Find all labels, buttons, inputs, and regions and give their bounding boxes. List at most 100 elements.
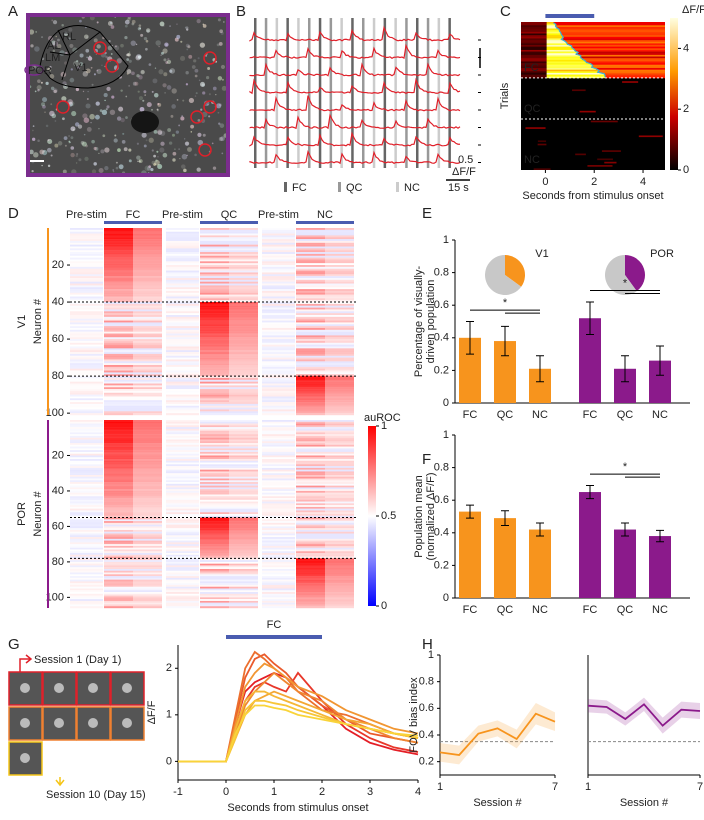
fov-texture [94, 114, 100, 120]
heatmap-cell [70, 451, 103, 454]
heatmap-cell [200, 568, 229, 571]
heatmap-cell [70, 361, 103, 364]
heatmap-row [582, 58, 665, 61]
heatmap-cell [70, 428, 103, 431]
fov-texture [143, 37, 148, 41]
heatmap-cell [166, 459, 199, 461]
heatmap-cell [262, 542, 295, 545]
heatmap-cell [133, 494, 162, 497]
heatmap-cell [262, 265, 295, 268]
heatmap-cell [133, 451, 162, 454]
heatmap-cell [262, 444, 295, 447]
fov-texture [220, 31, 224, 35]
heatmap-cell [104, 344, 133, 347]
heatmap-cell [70, 331, 103, 334]
heatmap-cell [296, 329, 354, 332]
heatmap-cell [262, 283, 295, 286]
fov-texture [93, 38, 98, 43]
heatmap-cell [229, 333, 258, 336]
heatmap-cell [296, 425, 325, 428]
heatmap-cell [104, 305, 162, 308]
heatmap-cell [166, 577, 199, 580]
heatmap-cell [70, 374, 103, 377]
fov-texture [218, 122, 221, 125]
heatmap-cell [325, 506, 354, 509]
area-outline [39, 25, 129, 89]
fov-texture [138, 96, 143, 101]
stimulus-bar [254, 18, 257, 168]
heatmap-cell [200, 446, 258, 449]
heatmap-cell [200, 526, 229, 529]
heatmap-cell [296, 389, 325, 392]
heatmap-cell [229, 490, 258, 493]
heatmap-cell [296, 577, 325, 580]
heatmap-cell [70, 600, 103, 603]
heatmap-cell [200, 294, 258, 297]
heatmap-cell [133, 503, 162, 506]
heatmap-cell [70, 443, 103, 446]
heatmap-cell [296, 352, 325, 355]
fov-texture [110, 25, 115, 29]
heatmap-cell [200, 524, 229, 527]
heatmap-cell [70, 517, 103, 520]
heatmap-cell [166, 476, 199, 479]
heatmap-cell [325, 270, 354, 273]
error-band [588, 697, 700, 734]
heatmap-cell [104, 348, 162, 351]
heatmap-cell [70, 298, 103, 301]
heatmap-cell [70, 473, 103, 476]
heatmap-cell [104, 540, 133, 543]
fov-texture [47, 138, 53, 145]
heatmap-cell [325, 443, 354, 446]
heatmap-cell [296, 474, 325, 477]
fov-texture [217, 111, 220, 114]
heatmap-cell [166, 265, 199, 268]
heatmap-cell [133, 434, 162, 437]
x-tick-label: QC [617, 409, 634, 421]
heatmap-cell [166, 421, 199, 424]
heatmap-cell [133, 240, 162, 244]
thumbnail-cell [54, 683, 64, 693]
fov-texture [151, 160, 156, 165]
heatmap-cell [70, 389, 103, 392]
heatmap-cell [296, 281, 325, 284]
heatmap-cell [104, 285, 133, 288]
heatmap-cell [104, 370, 133, 373]
heatmap-cell [70, 592, 103, 595]
heatmap-cell [262, 237, 295, 240]
heatmap-cell [104, 464, 133, 467]
heatmap-cell [200, 503, 258, 506]
significance-bracket [590, 473, 660, 478]
heatmap-row [546, 63, 591, 66]
heatmap-cell [133, 446, 162, 449]
heatmap-cell [229, 542, 258, 545]
fov-texture [91, 139, 95, 144]
heatmap-cell [166, 584, 199, 587]
fov-texture [57, 38, 60, 42]
heatmap-cell [229, 266, 258, 269]
heatmap-cell [262, 344, 295, 347]
heatmap-cell [133, 474, 162, 477]
heatmap-cell [104, 425, 133, 428]
fov-texture [171, 104, 176, 109]
heatmap-cell [166, 473, 199, 476]
heatmap-cell [104, 514, 133, 516]
heatmap-cell [262, 235, 295, 238]
heatmap-cell [70, 526, 103, 529]
heatmap-cell [200, 421, 258, 424]
heatmap-cell [200, 305, 229, 308]
heatmap-cell [104, 320, 133, 323]
heatmap-cell [262, 394, 295, 397]
x-axis-label: Seconds from stimulus onset [522, 190, 663, 202]
roi-circle [203, 51, 217, 65]
fov-texture [77, 66, 81, 69]
heatmap-cell [262, 592, 295, 595]
heatmap-cell [296, 383, 325, 386]
fov-texture [137, 27, 141, 31]
y-tick-label: 0.4 [434, 332, 449, 344]
heatmap-cell [262, 531, 295, 534]
heatmap-cell [166, 252, 199, 255]
heatmap-cell [133, 597, 162, 600]
heatmap-cell [296, 253, 325, 256]
heatmap-row [521, 31, 547, 34]
